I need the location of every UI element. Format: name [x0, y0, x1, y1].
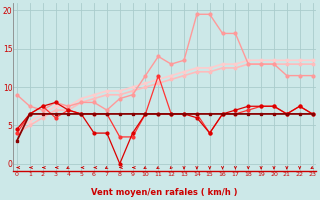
X-axis label: Vent moyen/en rafales ( km/h ): Vent moyen/en rafales ( km/h ) — [92, 188, 238, 197]
